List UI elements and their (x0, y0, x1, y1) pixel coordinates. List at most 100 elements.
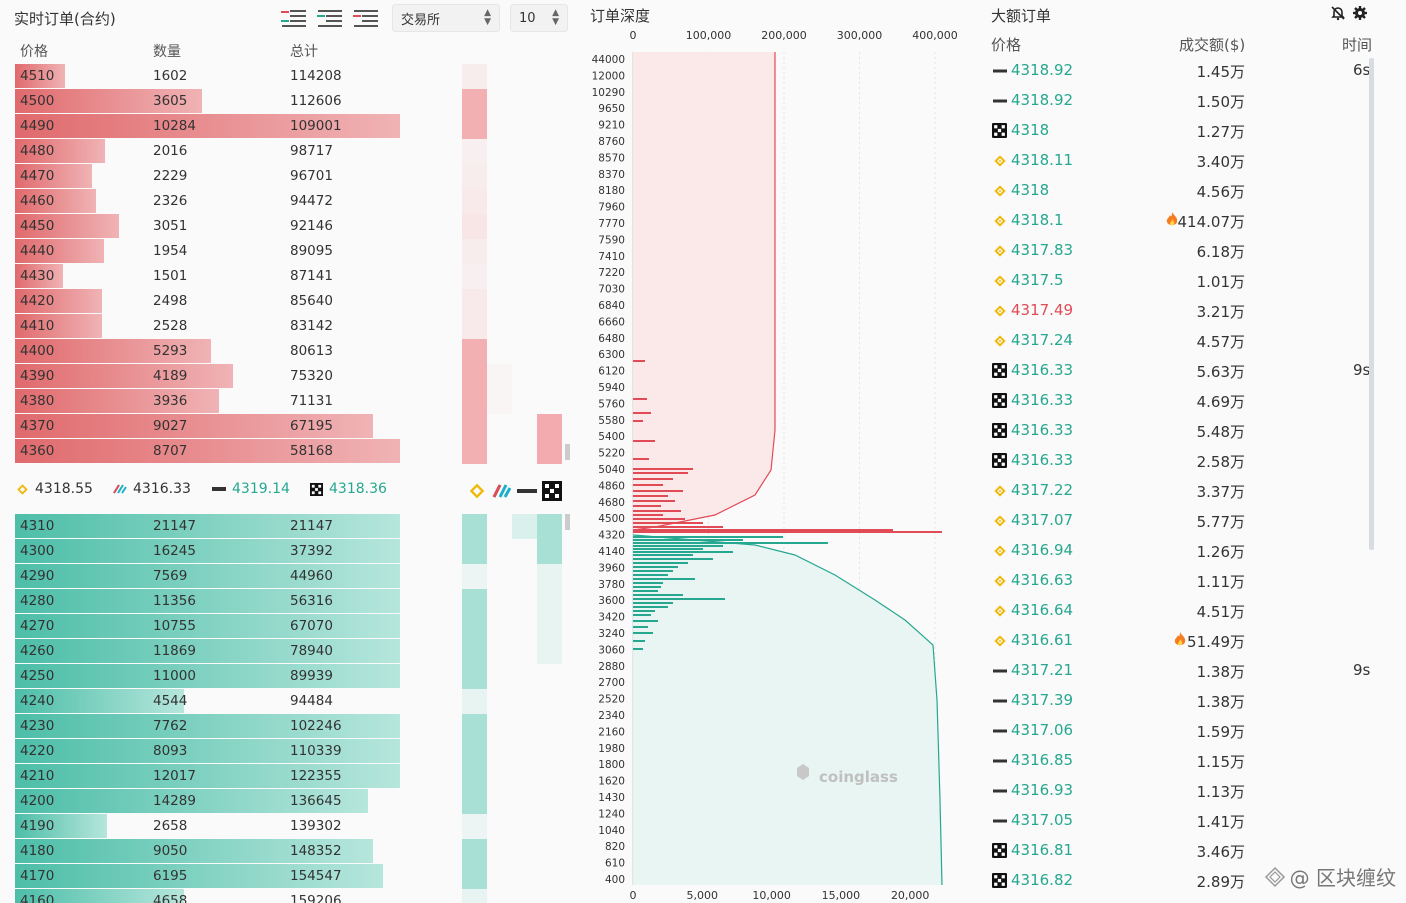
okx-icon[interactable] (541, 480, 563, 502)
bid-row[interactable]: 4220 8093 110339 (15, 739, 400, 763)
ask-row[interactable]: 4430 1501 87141 (15, 264, 400, 288)
large-order-row[interactable]: 4317.06 1.59万 (985, 716, 1406, 746)
bitget-icon[interactable] (491, 480, 513, 502)
bybit-icon (992, 663, 1007, 678)
large-order-price: 4317.21 (1011, 661, 1074, 679)
bid-row[interactable]: 4190 2658 139302 (15, 814, 400, 838)
heatmap-cell (462, 289, 487, 314)
bid-row[interactable]: 4310 21147 21147 (15, 514, 400, 538)
large-order-row[interactable]: 4316.33 5.63万 9s (985, 356, 1406, 386)
ask-price: 4500 (20, 93, 55, 109)
large-order-row[interactable]: 4316.63 1.11万 (985, 566, 1406, 596)
ask-depth-bar (15, 314, 102, 338)
bid-row[interactable]: 4230 7762 102246 (15, 714, 400, 738)
ask-row[interactable]: 4490 10284 109001 (15, 114, 400, 138)
ask-row[interactable]: 4440 1954 89095 (15, 239, 400, 263)
large-order-row[interactable]: 4316.61 51.49万 (985, 626, 1406, 656)
large-order-row[interactable]: 4316.33 4.69万 (985, 386, 1406, 416)
large-order-row[interactable]: 4316.94 1.26万 (985, 536, 1406, 566)
large-order-row[interactable]: 4317.39 1.38万 (985, 686, 1406, 716)
large-order-row[interactable]: 4317.49 3.21万 (985, 296, 1406, 326)
ask-row[interactable]: 4470 2229 96701 (15, 164, 400, 188)
bid-row[interactable]: 4170 6195 154547 (15, 864, 400, 888)
ask-row[interactable]: 4360 8707 58168 (15, 439, 400, 463)
large-order-price: 4318.92 (1011, 91, 1074, 109)
large-order-row[interactable]: 4318 4.56万 (985, 176, 1406, 206)
gear-icon[interactable] (1352, 5, 1368, 21)
large-order-row[interactable]: 4316.82 2.89万 (985, 866, 1406, 896)
large-order-row[interactable]: 4317.07 5.77万 (985, 506, 1406, 536)
bid-row[interactable]: 4180 9050 148352 (15, 839, 400, 863)
large-order-price: 4316.85 (1011, 751, 1074, 769)
large-order-row[interactable]: 4316.33 2.58万 (985, 446, 1406, 476)
ask-depth-bar (633, 440, 655, 442)
heatmap-cell (462, 64, 487, 89)
bybit-icon[interactable] (516, 480, 538, 502)
ask-row[interactable]: 4460 2326 94472 (15, 189, 400, 213)
large-order-row[interactable]: 4317.5 1.01万 (985, 266, 1406, 296)
diamond-logo-icon (1264, 866, 1285, 887)
large-order-row[interactable]: 4317.83 6.18万 (985, 236, 1406, 266)
large-order-row[interactable]: 4318 1.27万 (985, 116, 1406, 146)
ask-row[interactable]: 4370 9027 67195 (15, 414, 400, 438)
ask-row[interactable]: 4420 2498 85640 (15, 289, 400, 313)
price-axis-tick-label: 2160 (598, 726, 625, 738)
binance-icon (992, 183, 1007, 198)
scrollbar-thumb[interactable] (565, 444, 570, 460)
bid-row[interactable]: 4260 11869 78940 (15, 639, 400, 663)
fire-icon (1173, 631, 1187, 651)
bid-row[interactable]: 4300 16245 37392 (15, 539, 400, 563)
bid-row[interactable]: 4290 7569 44960 (15, 564, 400, 588)
large-order-row[interactable]: 4316.64 4.51万 (985, 596, 1406, 626)
large-order-row[interactable]: 4318.11 3.40万 (985, 146, 1406, 176)
bid-row[interactable]: 4250 11000 89939 (15, 664, 400, 688)
large-order-row[interactable]: 4316.85 1.15万 (985, 746, 1406, 776)
bid-row[interactable]: 4270 10755 67070 (15, 614, 400, 638)
binance-icon (15, 482, 29, 496)
depth-select[interactable]: 10 ▲ ▼ (510, 4, 568, 32)
large-order-row[interactable]: 4316.33 5.48万 (985, 416, 1406, 446)
large-order-row[interactable]: 4316.81 3.46万 (985, 836, 1406, 866)
ask-qty: 2528 (153, 318, 188, 334)
price-axis-tick-label: 9210 (598, 120, 625, 132)
large-order-row[interactable]: 4317.22 3.37万 (985, 476, 1406, 506)
large-order-row[interactable]: 4317.21 1.38万 9s (985, 656, 1406, 686)
view-bids-button[interactable] (316, 5, 344, 31)
bid-depth-bar (633, 614, 651, 616)
ask-row[interactable]: 4480 2016 98717 (15, 139, 400, 163)
large-orders-title: 大额订单 (991, 7, 1052, 25)
ask-row[interactable]: 4450 3051 92146 (15, 214, 400, 238)
large-order-row[interactable]: 4318.92 1.45万 6s (985, 56, 1406, 86)
bid-row[interactable]: 4240 4544 94484 (15, 689, 400, 713)
bid-row[interactable]: 4160 4658 159206 (15, 889, 400, 903)
ask-depth-bar (633, 468, 693, 470)
binance-icon[interactable] (466, 480, 488, 502)
large-order-price: 4317.24 (1011, 331, 1074, 349)
bid-qty: 4658 (153, 893, 188, 903)
ask-row[interactable]: 4380 3936 71131 (15, 389, 400, 413)
bid-qty: 4544 (153, 693, 188, 709)
large-order-row[interactable]: 4317.24 4.57万 (985, 326, 1406, 356)
ask-row[interactable]: 4500 3605 112606 (15, 89, 400, 113)
exchange-select[interactable]: 交易所 ▲ ▼ (392, 4, 500, 32)
price-axis-tick-label: 6300 (598, 349, 625, 361)
large-order-row[interactable]: 4317.05 1.41万 (985, 806, 1406, 836)
ask-depth-bar (15, 114, 400, 138)
bid-row[interactable]: 4200 14289 136645 (15, 789, 400, 813)
large-order-row[interactable]: 4318.1 414.07万 (985, 206, 1406, 236)
view-both-sides-button[interactable] (280, 5, 308, 31)
bell-off-icon[interactable] (1330, 5, 1346, 21)
bid-depth-bar (15, 614, 400, 638)
ask-row[interactable]: 4510 1602 114208 (15, 64, 400, 88)
scrollbar-thumb[interactable] (565, 514, 570, 530)
view-asks-button[interactable] (352, 5, 380, 31)
bid-row[interactable]: 4280 11356 56316 (15, 589, 400, 613)
large-order-row[interactable]: 4316.93 1.13万 (985, 776, 1406, 806)
ask-row[interactable]: 4400 5293 80613 (15, 339, 400, 363)
ask-row[interactable]: 4410 2528 83142 (15, 314, 400, 338)
chart-watermark: coinglass (819, 768, 898, 786)
ask-row[interactable]: 4390 4189 75320 (15, 364, 400, 388)
bid-row[interactable]: 4210 12017 122355 (15, 764, 400, 788)
large-order-row[interactable]: 4318.92 1.50万 (985, 86, 1406, 116)
scrollbar-thumb[interactable] (1369, 58, 1374, 550)
